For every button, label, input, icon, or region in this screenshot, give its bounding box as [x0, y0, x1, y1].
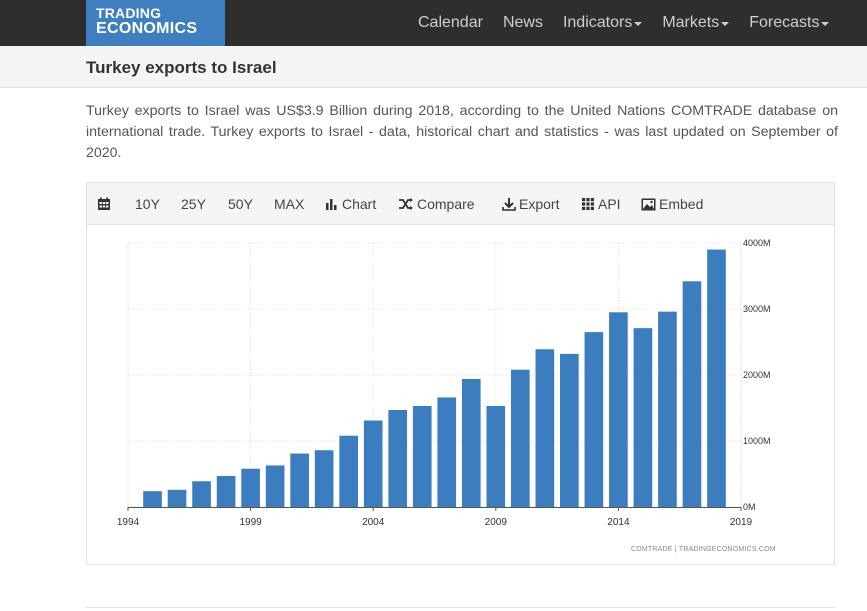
calendar-button[interactable]: [97, 183, 114, 225]
bar: [314, 450, 334, 507]
shuffle-icon: [399, 198, 413, 210]
bar: [241, 468, 260, 507]
range-max-button[interactable]: MAX: [274, 196, 305, 212]
nav-indicators-label: Indicators: [562, 14, 633, 31]
bar: [143, 491, 162, 507]
x-tick-label: 1999: [239, 517, 262, 528]
bar: [363, 420, 383, 507]
chart-type-label: Chart: [342, 196, 377, 212]
image-icon: [641, 198, 656, 210]
bar: [216, 475, 236, 507]
y-tick-label: 2000M: [743, 370, 771, 380]
bar: [290, 453, 309, 507]
nav-calendar[interactable]: Calendar: [408, 14, 493, 32]
nav-indicators[interactable]: Indicators: [553, 14, 652, 32]
bar-chart-icon: [326, 199, 337, 210]
export-button[interactable]: Export: [502, 183, 559, 225]
bar: [265, 465, 285, 507]
divider: [86, 607, 835, 608]
bar: [437, 397, 457, 507]
nav-news-label: News: [502, 14, 543, 31]
page-description: Turkey exports to Israel was US$3.9 Bill…: [86, 103, 838, 161]
x-tick-label: 2004: [362, 517, 385, 528]
api-button[interactable]: API: [581, 183, 621, 225]
chart-panel: 10Y 25Y 50Y MAX Chart Compare Export: [86, 182, 835, 565]
embed-label: Embed: [659, 196, 704, 212]
grid-icon: [582, 198, 594, 210]
api-label: API: [598, 196, 621, 212]
chevron-down-icon: [821, 22, 830, 26]
bar: [461, 378, 481, 507]
y-tick-label: 0M: [743, 502, 756, 512]
chart-type-button[interactable]: Chart: [325, 183, 376, 225]
bar: [633, 328, 653, 507]
y-tick-label: 1000M: [743, 436, 771, 446]
bar: [658, 311, 677, 507]
range-50y-button[interactable]: 50Y: [228, 196, 253, 212]
bar: [609, 312, 628, 507]
range-10y-button[interactable]: 10Y: [135, 196, 160, 212]
range-25y-button[interactable]: 25Y: [181, 196, 206, 212]
calendar-icon: [98, 197, 110, 210]
chart-toolbar: 10Y 25Y 50Y MAX Chart Compare Export: [87, 183, 834, 225]
nav-forecasts[interactable]: Forecasts: [739, 14, 839, 32]
title-bar: Turkey exports to Israel: [0, 46, 867, 88]
export-label: Export: [519, 196, 560, 212]
source-credit: COMTRADE | TRADINGECONOMICS.COM: [631, 546, 776, 553]
bar: [167, 489, 187, 507]
nav-news[interactable]: News: [493, 14, 553, 32]
x-tick-label: 2019: [730, 517, 753, 528]
bar: [511, 369, 530, 507]
bar: [682, 281, 702, 507]
x-tick-label: 2009: [485, 517, 508, 528]
top-navbar: TRADING ECONOMICS Calendar News Indicato…: [0, 0, 867, 46]
compare-label: Compare: [417, 196, 475, 212]
nav-menu: Calendar News Indicators Markets Forecas…: [408, 0, 839, 46]
brand-line-2: ECONOMICS: [96, 20, 198, 37]
bar: [192, 481, 211, 507]
page-title: Turkey exports to Israel: [86, 58, 277, 77]
brand-line-1: TRADING: [96, 5, 162, 21]
bar: [388, 409, 408, 507]
embed-button[interactable]: Embed: [641, 183, 703, 225]
y-tick-label: 4000M: [743, 238, 771, 248]
compare-button[interactable]: Compare: [398, 183, 475, 225]
nav-markets-label: Markets: [662, 14, 720, 31]
bar: [560, 353, 579, 507]
x-tick-label: 1994: [117, 517, 140, 528]
x-tick-label: 2014: [607, 517, 630, 528]
nav-forecasts-label: Forecasts: [749, 14, 820, 31]
bar: [412, 406, 432, 507]
y-tick-label: 3000M: [743, 304, 771, 314]
nav-markets[interactable]: Markets: [652, 14, 739, 32]
bar: [707, 249, 726, 507]
download-icon: [502, 198, 516, 211]
bar: [584, 332, 604, 507]
brand-logo[interactable]: TRADING ECONOMICS: [86, 0, 225, 46]
chevron-down-icon: [634, 22, 643, 26]
chevron-down-icon: [721, 22, 730, 26]
nav-calendar-label: Calendar: [418, 14, 483, 31]
bar: [535, 349, 555, 507]
bar: [486, 406, 506, 507]
bar: [339, 435, 358, 507]
